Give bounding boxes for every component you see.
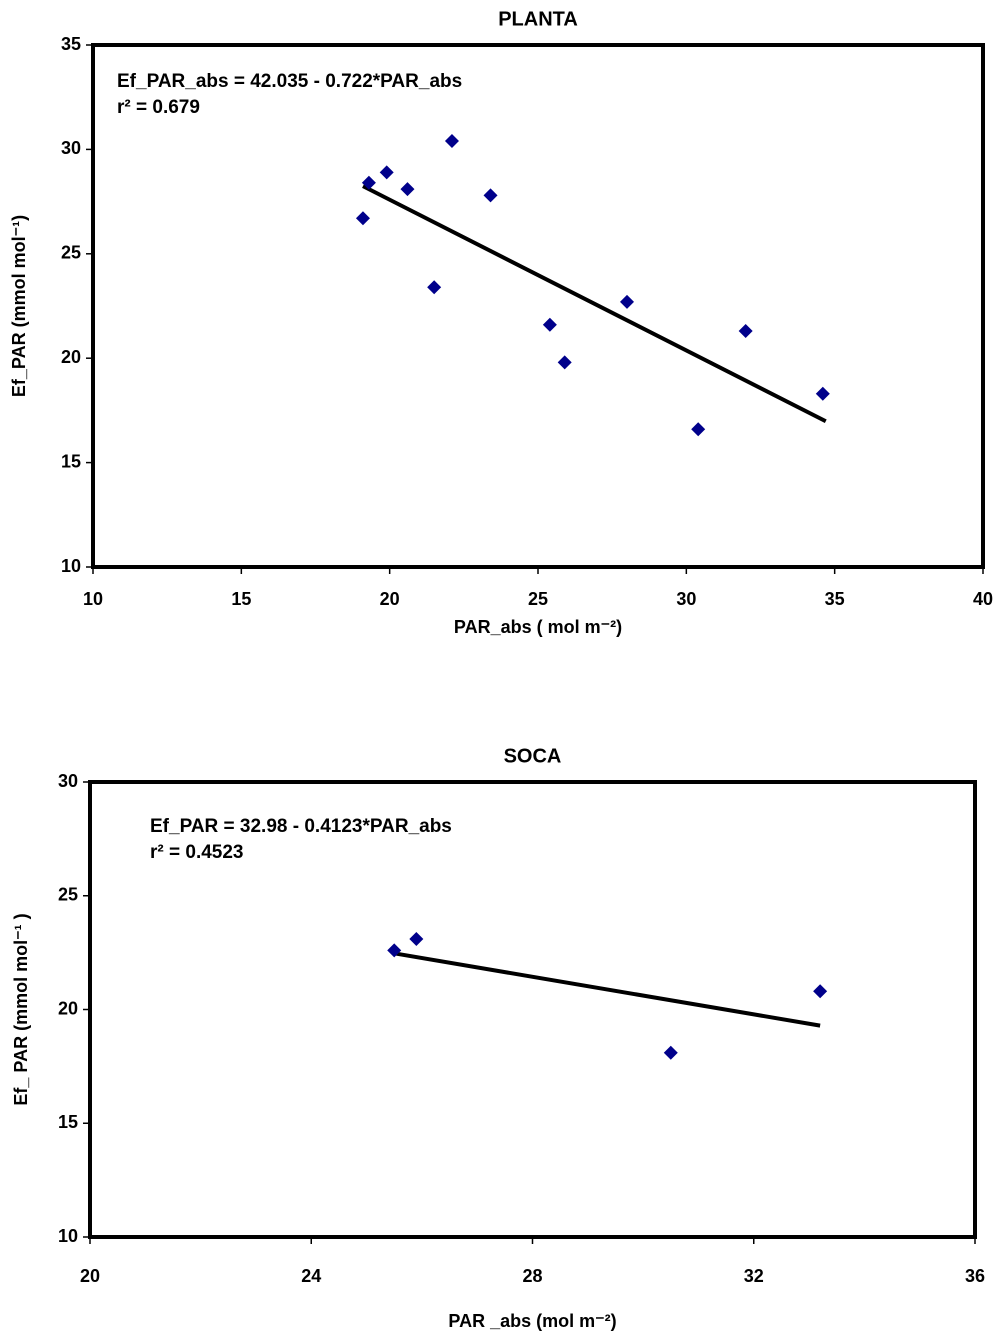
data-point <box>427 280 442 295</box>
y-tick-label: 10 <box>58 1226 78 1246</box>
y-axis-label: Ef_ PAR (mmol mol⁻¹ ) <box>11 913 31 1105</box>
plot-frame <box>91 43 985 569</box>
data-point <box>444 134 459 149</box>
data-point <box>663 1045 678 1060</box>
x-axis-label: PAR _abs (mol m⁻²) <box>448 1311 616 1331</box>
data-point <box>691 422 706 437</box>
y-tick-label: 15 <box>61 451 81 471</box>
x-tick-label: 32 <box>744 1266 764 1286</box>
x-tick-label: 36 <box>965 1266 985 1286</box>
chart-title: SOCA <box>504 745 562 767</box>
data-point <box>361 175 376 190</box>
equation: Ef_PAR_abs = 42.035 - 0.722*PAR_abs <box>117 71 462 92</box>
y-tick-label: 20 <box>58 998 78 1018</box>
y-tick-label: 25 <box>61 243 81 263</box>
chart-title: PLANTA <box>498 8 578 30</box>
data-point <box>557 355 572 370</box>
y-tick-label: 20 <box>61 347 81 367</box>
trend-line <box>393 951 821 1028</box>
data-point <box>379 165 394 180</box>
data-point <box>542 317 557 332</box>
trend-line <box>362 184 827 424</box>
y-tick-label: 30 <box>61 138 81 158</box>
data-point <box>738 324 753 339</box>
data-point <box>813 984 828 999</box>
r-squared: r² = 0.679 <box>117 97 200 118</box>
x-tick-label: 24 <box>301 1266 321 1286</box>
data-point <box>400 182 415 197</box>
y-tick-label: 30 <box>58 771 78 791</box>
x-tick-label: 15 <box>231 589 251 609</box>
y-axis-label: Ef_PAR (mmol mol⁻¹) <box>9 215 29 397</box>
x-tick-label: 20 <box>80 1266 100 1286</box>
y-tick-label: 25 <box>58 885 78 905</box>
y-tick-label: 10 <box>61 556 81 576</box>
x-tick-label: 35 <box>825 589 845 609</box>
x-tick-label: 28 <box>522 1266 542 1286</box>
r-squared: r² = 0.4523 <box>150 842 244 863</box>
y-tick-label: 15 <box>58 1112 78 1132</box>
x-tick-label: 10 <box>83 589 103 609</box>
data-point <box>815 386 830 401</box>
data-point <box>355 211 370 226</box>
x-tick-label: 30 <box>676 589 696 609</box>
data-point <box>409 931 424 946</box>
x-tick-label: 40 <box>973 589 993 609</box>
data-point <box>483 188 498 203</box>
x-axis-label: PAR_abs ( mol m⁻²) <box>454 617 622 637</box>
x-tick-label: 25 <box>528 589 548 609</box>
equation: Ef_PAR = 32.98 - 0.4123*PAR_abs <box>150 816 452 837</box>
y-tick-label: 35 <box>61 34 81 54</box>
data-point <box>620 294 634 309</box>
data-point <box>387 943 402 958</box>
x-tick-label: 20 <box>380 589 400 609</box>
